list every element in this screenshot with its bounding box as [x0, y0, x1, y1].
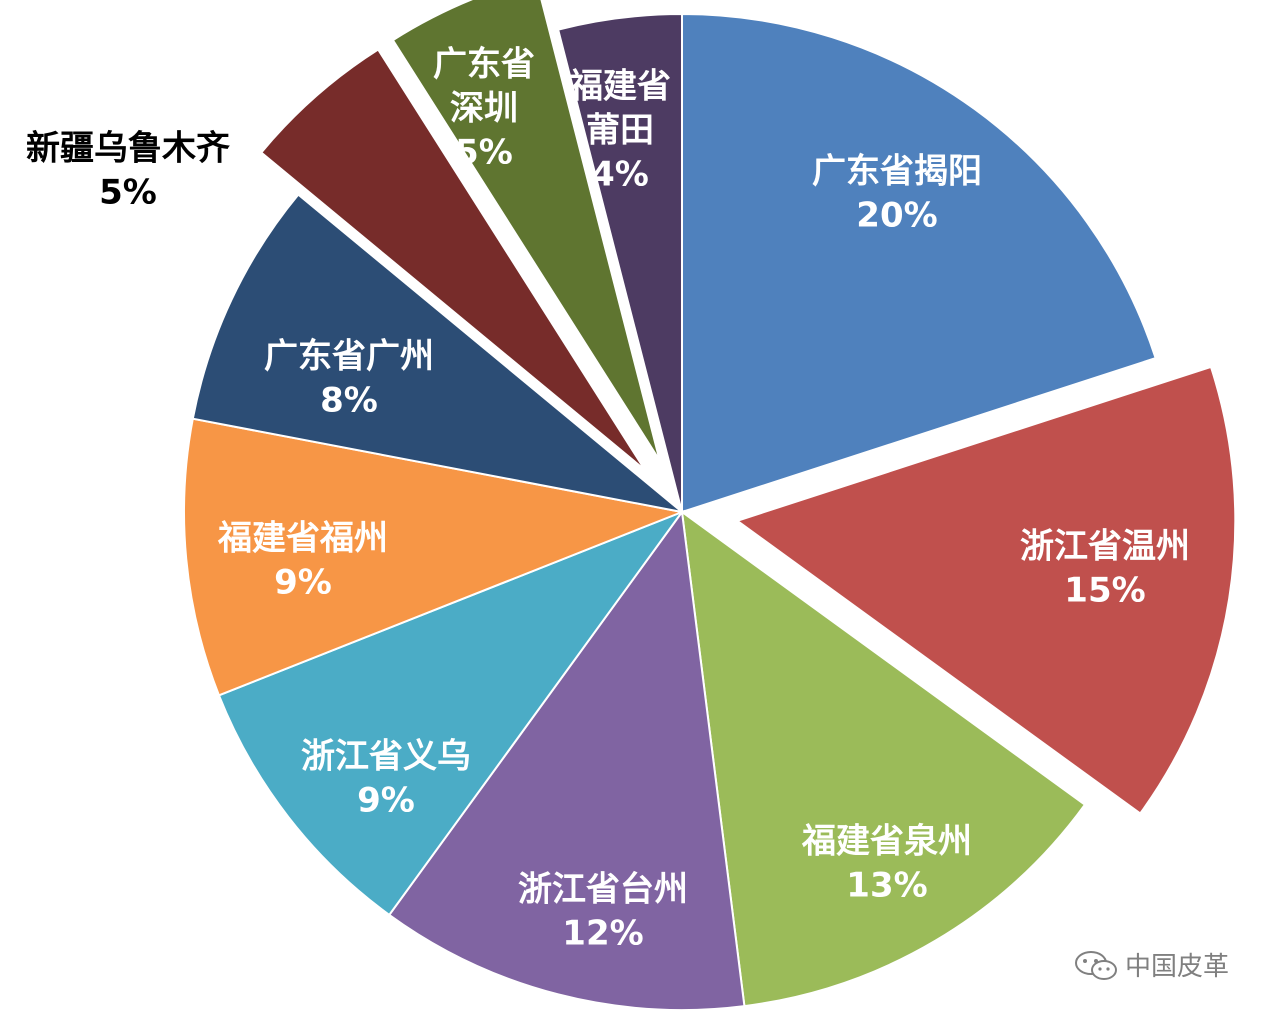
slice-name-3: 浙江省台州 [518, 870, 688, 910]
pie-slice-6 [191, 193, 683, 513]
slice-value-6: 8% [320, 381, 378, 421]
slice-name-0: 广东省揭阳 [812, 152, 982, 192]
pie-slice-7 [259, 48, 646, 471]
pie-slice-5 [183, 417, 686, 697]
wechat-icon [1074, 950, 1117, 980]
slice-value-0: 20% [856, 196, 937, 236]
slice-name-2: 福建省泉州 [801, 822, 972, 862]
slice-value-4: 9% [357, 781, 415, 821]
watermark-text: 中国皮革 [1124, 952, 1229, 982]
slice-value-8: 5% [455, 133, 513, 173]
watermark: 中国皮革 [1073, 946, 1229, 983]
pie-slice-0 [681, 12, 1157, 514]
pie-slice-2 [680, 509, 1087, 1008]
slice-value-2: 13% [846, 866, 927, 906]
slice-value-1: 15% [1064, 571, 1145, 611]
slice-name-7: 新疆乌鲁木齐 [26, 129, 230, 169]
slice-value-9: 4% [591, 155, 649, 195]
slice-name-9: 福建省 [568, 67, 671, 107]
pie-slice-8 [391, 0, 661, 462]
slice-name-8: 广东省 [433, 45, 535, 85]
pie-slice-9 [556, 12, 683, 513]
slice-name-4: 浙江省义乌 [301, 737, 471, 777]
pie-slice-1 [735, 365, 1237, 815]
slice-name-6: 广东省广州 [264, 337, 434, 377]
pie-slice-3 [387, 509, 746, 1011]
slice-name-1: 浙江省温州 [1020, 527, 1190, 567]
pie-slice-4 [217, 509, 685, 917]
slice-value-5: 9% [274, 563, 332, 603]
slice-value-7: 5% [99, 173, 157, 213]
slice-name-8: 深圳 [450, 89, 518, 129]
slice-name-9: 莆田 [586, 111, 654, 151]
slice-value-3: 12% [562, 914, 643, 954]
slice-name-5: 福建省福州 [217, 519, 388, 559]
